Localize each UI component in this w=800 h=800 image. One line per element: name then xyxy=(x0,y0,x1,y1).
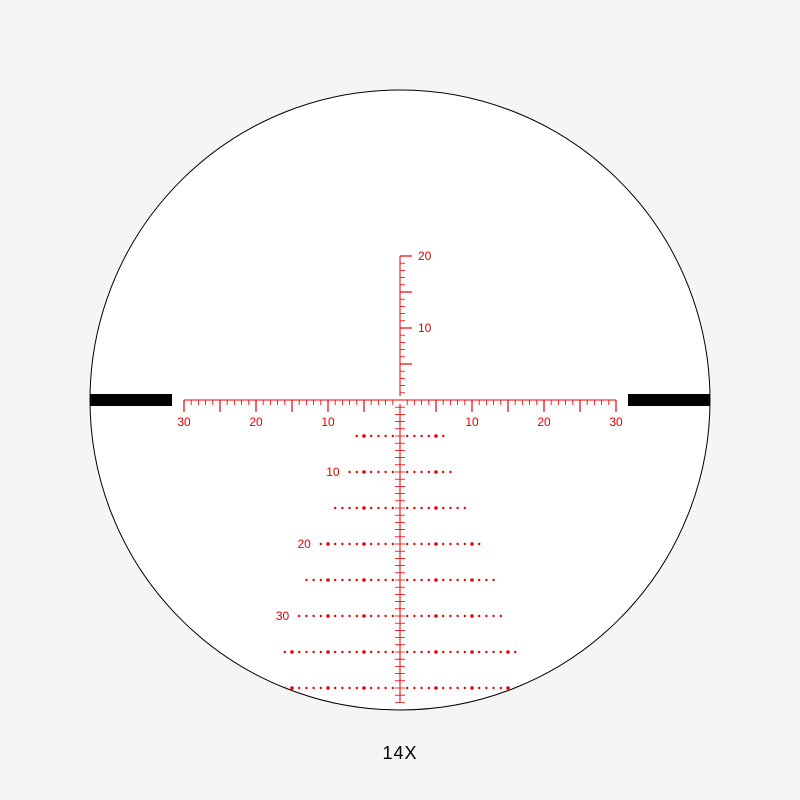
svg-text:30: 30 xyxy=(609,415,623,429)
reticle-svg: 302010102030102010203040 xyxy=(0,0,800,800)
svg-text:10: 10 xyxy=(321,415,335,429)
svg-text:10: 10 xyxy=(326,465,340,479)
svg-text:30: 30 xyxy=(177,415,191,429)
magnification-label: 14X xyxy=(382,743,417,764)
svg-text:10: 10 xyxy=(465,415,479,429)
svg-text:20: 20 xyxy=(249,415,263,429)
svg-text:30: 30 xyxy=(276,609,290,623)
svg-text:20: 20 xyxy=(537,415,551,429)
reticle-diagram: 302010102030102010203040 14X xyxy=(0,0,800,800)
svg-text:20: 20 xyxy=(418,249,432,263)
svg-text:10: 10 xyxy=(418,321,432,335)
svg-text:20: 20 xyxy=(297,537,311,551)
